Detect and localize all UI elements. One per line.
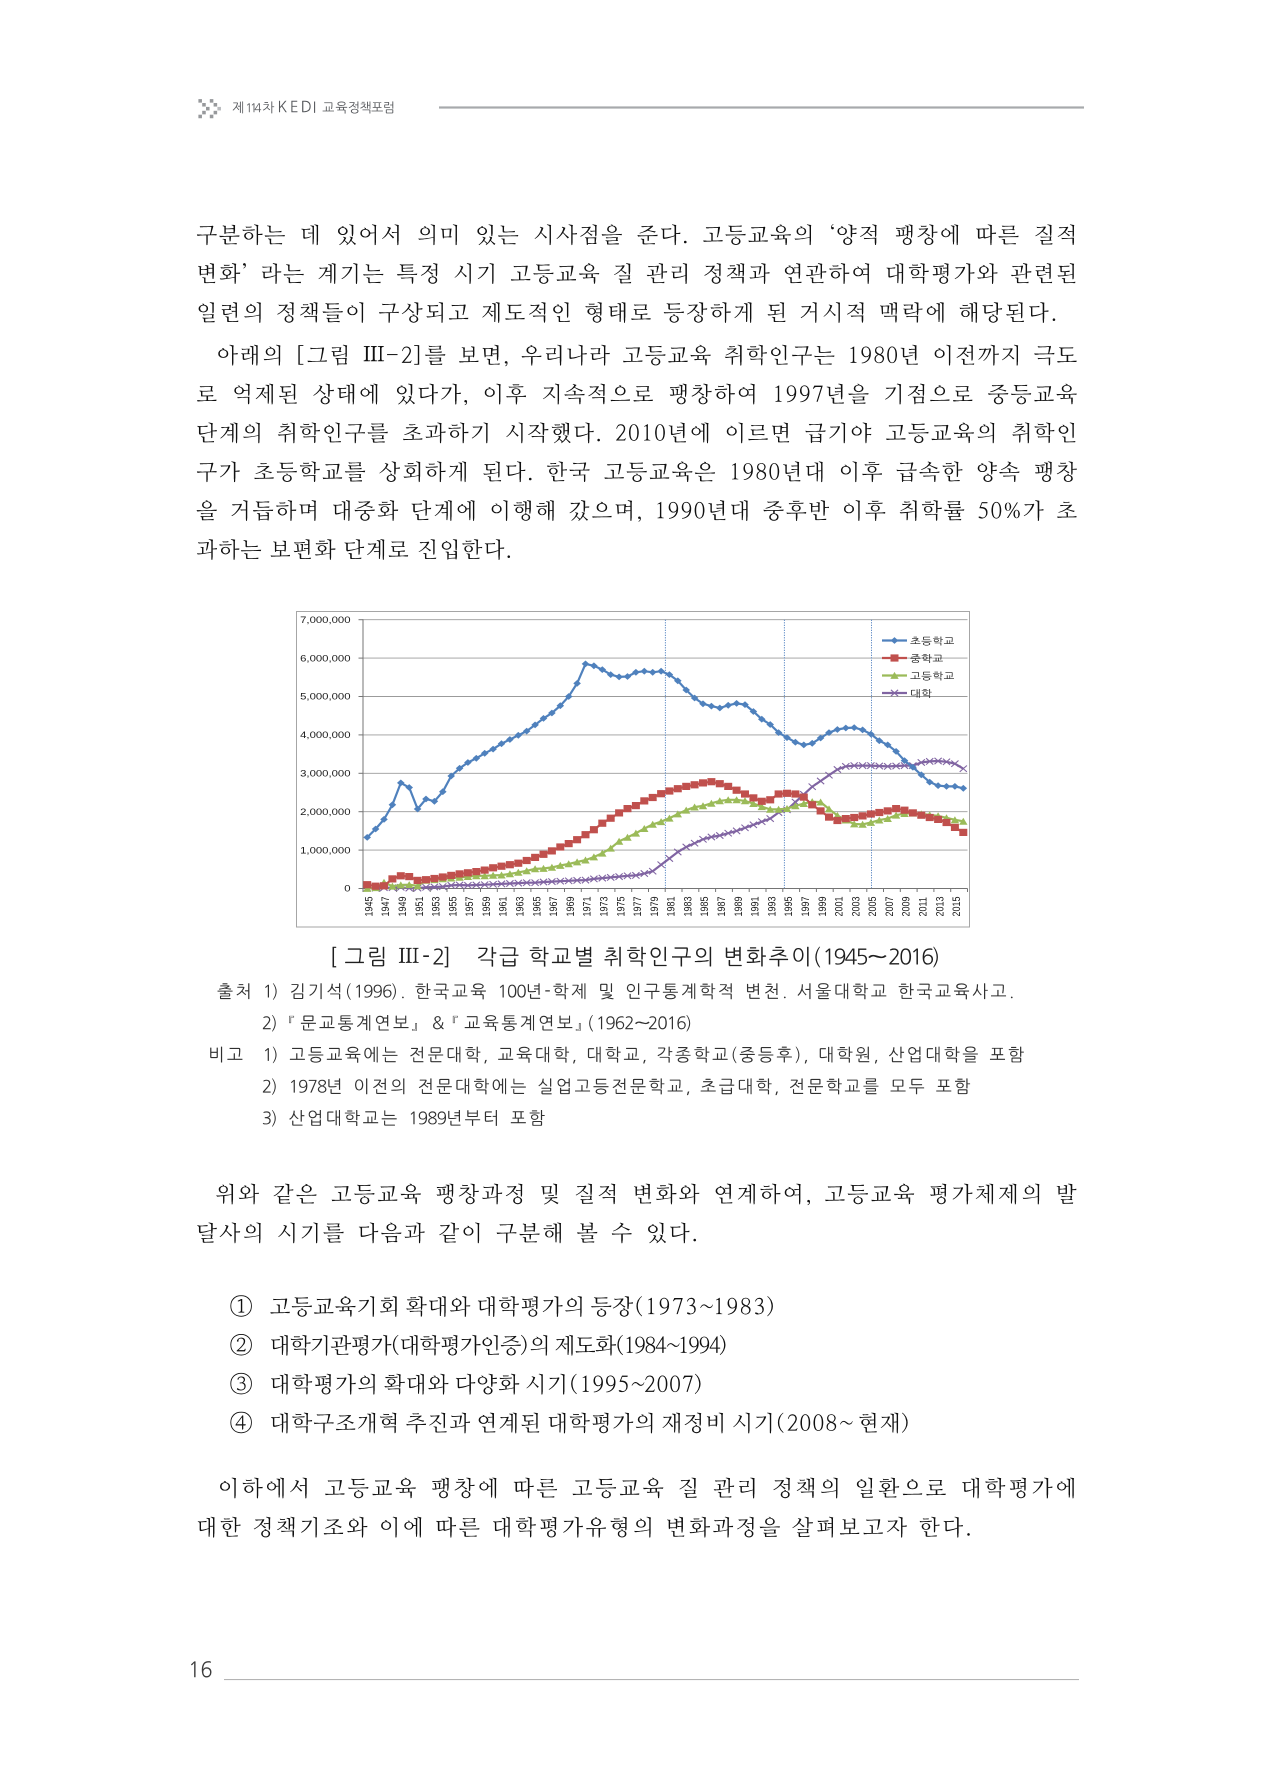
svg-text:2005: 2005	[867, 896, 879, 916]
svg-text:7,000,000: 7,000,000	[300, 616, 351, 626]
svg-text:1945: 1945	[364, 896, 376, 916]
svg-text:1975: 1975	[615, 896, 627, 916]
svg-text:1955: 1955	[448, 896, 460, 916]
svg-text:1961: 1961	[498, 896, 510, 916]
svg-text:1965: 1965	[531, 896, 543, 916]
svg-text:1963: 1963	[515, 896, 527, 916]
svg-text:1997: 1997	[800, 896, 812, 916]
svg-text:5,000,000: 5,000,000	[300, 693, 351, 703]
svg-text:1951: 1951	[414, 896, 426, 916]
svg-text:2015: 2015	[951, 896, 963, 916]
svg-text:1973: 1973	[599, 896, 611, 916]
svg-text:1987: 1987	[716, 896, 728, 916]
svg-text:1977: 1977	[632, 896, 644, 916]
svg-text:4,000,000: 4,000,000	[300, 731, 351, 741]
svg-text:1999: 1999	[817, 896, 829, 916]
svg-text:2011: 2011	[918, 897, 930, 917]
svg-text:1949: 1949	[397, 896, 409, 916]
svg-text:1967: 1967	[548, 896, 560, 916]
svg-text:1989: 1989	[733, 896, 745, 916]
svg-text:1991: 1991	[750, 896, 762, 916]
svg-text:2,000,000: 2,000,000	[300, 808, 351, 818]
svg-text:0: 0	[344, 885, 351, 895]
svg-text:1947: 1947	[380, 896, 392, 916]
svg-text:6,000,000: 6,000,000	[300, 654, 351, 664]
svg-text:1959: 1959	[481, 896, 493, 916]
svg-text:2001: 2001	[834, 896, 846, 916]
svg-text:1985: 1985	[699, 896, 711, 916]
svg-text:2009: 2009	[901, 896, 913, 916]
svg-text:1969: 1969	[565, 896, 577, 916]
svg-text:1979: 1979	[649, 896, 661, 916]
svg-text:1995: 1995	[783, 896, 795, 916]
svg-text:1957: 1957	[464, 896, 476, 916]
svg-text:2007: 2007	[884, 896, 896, 916]
svg-text:1993: 1993	[767, 896, 779, 916]
svg-text:1,000,000: 1,000,000	[300, 846, 351, 856]
svg-text:3,000,000: 3,000,000	[300, 769, 351, 779]
svg-text:2013: 2013	[934, 896, 946, 916]
svg-text:1971: 1971	[582, 896, 594, 916]
svg-text:1981: 1981	[666, 896, 678, 916]
svg-text:2003: 2003	[851, 896, 863, 916]
svg-text:1983: 1983	[683, 896, 695, 916]
svg-text:1953: 1953	[431, 896, 443, 916]
